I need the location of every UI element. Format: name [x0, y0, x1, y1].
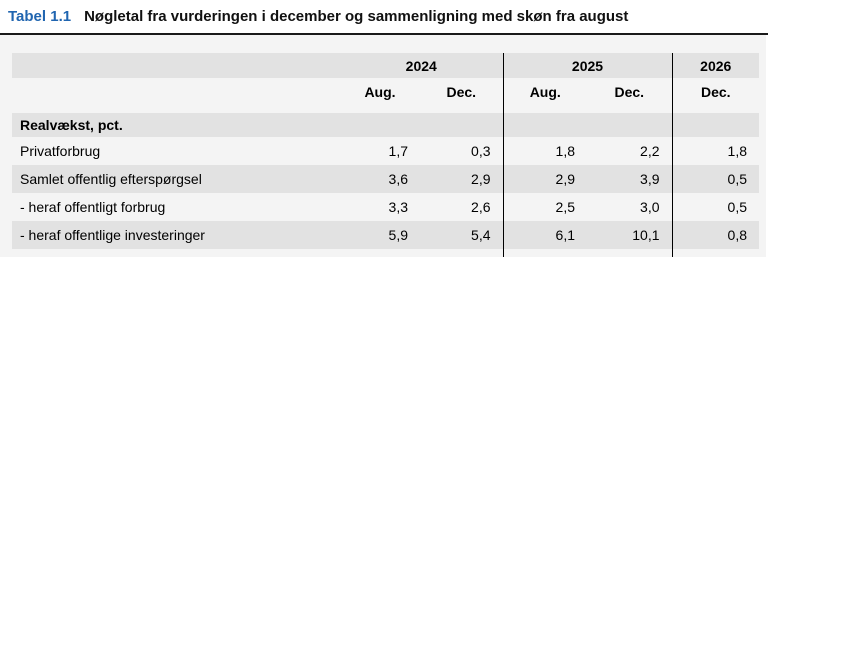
row-label: Samlet offentlig efterspørgsel: [12, 165, 340, 193]
table-cell: 10,1: [587, 221, 672, 249]
row-label: - heraf offentligt forbrug: [20, 199, 166, 215]
year-header-row: 2024 2025 2026: [12, 53, 759, 78]
table-cell: 6,1: [502, 221, 587, 249]
table-cell: 2,5: [502, 193, 587, 221]
year-header-2024: 2024: [340, 53, 503, 78]
key-figures-table: 2024 2025 2026 Aug. Dec. Aug. Dec. Dec.: [12, 53, 759, 257]
year-header-2025: 2025: [502, 53, 672, 78]
table-cell: 3,6: [340, 165, 420, 193]
table-bottom-spacer: [12, 249, 759, 257]
table-panel: 2024 2025 2026 Aug. Dec. Aug. Dec. Dec.: [0, 35, 766, 257]
table-cell: 2,9: [502, 165, 587, 193]
table-cell: 0,5: [671, 165, 759, 193]
subheader-empty-cell: [12, 78, 340, 105]
table-caption: Nøgletal fra vurderingen i december og s…: [84, 8, 629, 25]
table-cell: 5,4: [420, 221, 503, 249]
row-label: - heraf offentlige investeringer: [12, 221, 340, 249]
subheader-aug-2025: Aug.: [502, 78, 587, 105]
subheader-aug-2024: Aug.: [364, 83, 396, 100]
table-cell: 2,6: [471, 199, 491, 215]
section-header-label: Realvækst, pct.: [12, 113, 340, 137]
table-cell: 0,3: [471, 143, 491, 159]
header-body-spacer: [12, 105, 759, 113]
row-label: Privatforbrug: [20, 143, 101, 159]
table-cell: 3,3: [388, 199, 408, 215]
table-cell: 0,8: [671, 221, 759, 249]
year-header-2026: 2026: [671, 53, 759, 78]
year-header-empty-cell: [12, 53, 340, 78]
table-cell: 1,8: [502, 137, 587, 165]
table-cell: 3,0: [640, 199, 660, 215]
table-cell: 2,2: [640, 143, 660, 159]
title-divider-rule: [0, 33, 768, 35]
table-row-samlet-offentlig-efterspoergsel: Samlet offentlig efterspørgsel 3,6 2,9 2…: [12, 165, 759, 193]
subheader-dec-2026: Dec.: [671, 78, 759, 105]
table-title: Tabel 1.1 Nøgletal fra vurderingen i dec…: [8, 8, 628, 25]
table-row-privatforbrug: Privatforbrug 1,7 0,3 1,8 2,2 1,8: [12, 137, 759, 165]
subheader-dec-2024: Dec.: [446, 83, 477, 100]
table-cell: 3,9: [587, 165, 672, 193]
table-cell: 1,8: [671, 137, 759, 165]
table-number: Tabel 1.1: [8, 8, 72, 25]
table-cell: 2,9: [420, 165, 503, 193]
table-wrap: 2024 2025 2026 Aug. Dec. Aug. Dec. Dec.: [12, 53, 759, 257]
subheader-row: Aug. Dec. Aug. Dec. Dec.: [12, 78, 759, 105]
subheader-dec-2025: Dec.: [614, 83, 645, 100]
table-row-heraf-offentligt-forbrug: - heraf offentligt forbrug 3,3 2,6 2,5 3…: [12, 193, 759, 221]
table-cell: 1,7: [388, 143, 408, 159]
table-cell: 5,9: [340, 221, 420, 249]
table-row-heraf-offentlige-investeringer: - heraf offentlige investeringer 5,9 5,4…: [12, 221, 759, 249]
table-cell: 0,5: [671, 193, 759, 221]
section-header-row: Realvækst, pct.: [12, 113, 759, 137]
